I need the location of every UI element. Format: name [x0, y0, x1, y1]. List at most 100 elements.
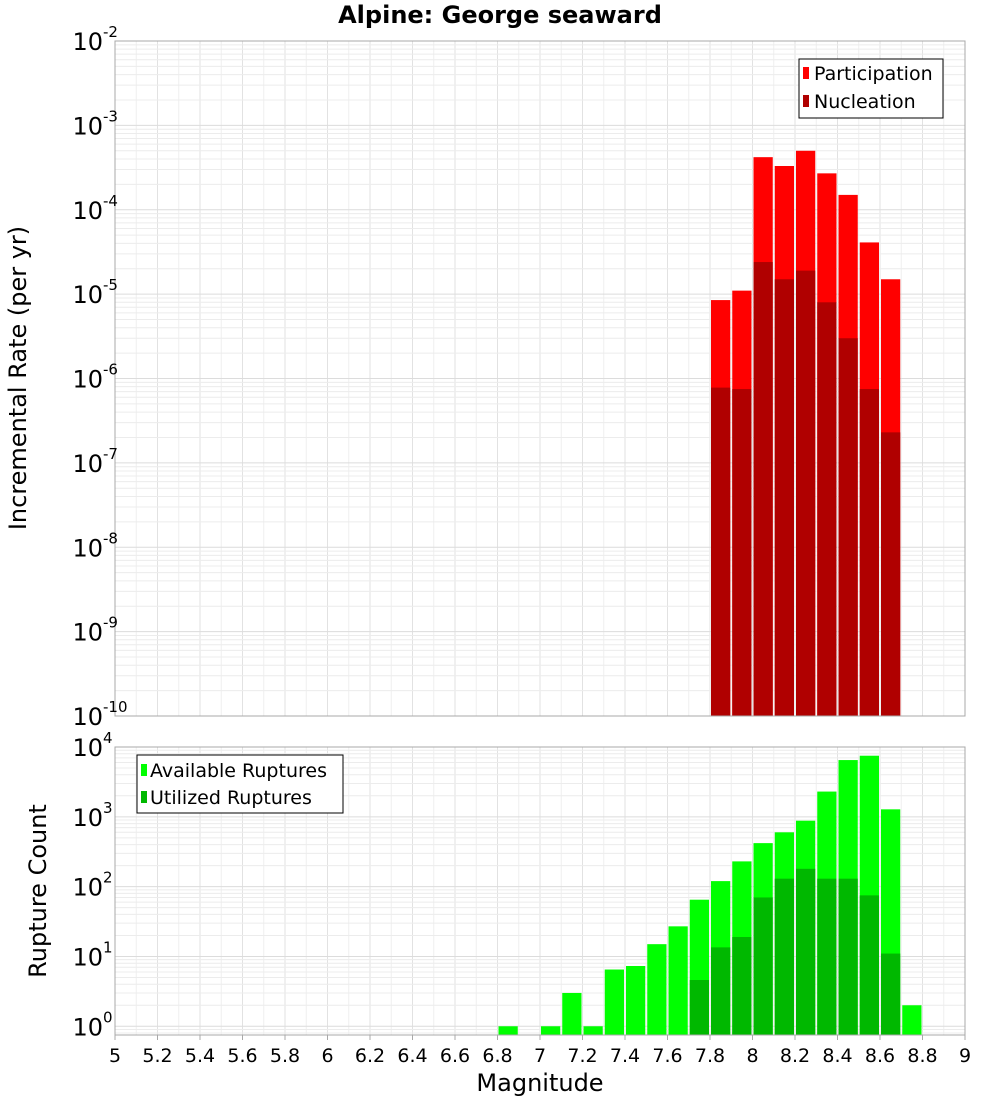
x-tick-label: 5: [109, 1045, 121, 1067]
top-legend-box: [798, 58, 944, 119]
rate-bar-secondary: [774, 279, 794, 716]
count-bar-secondary: [774, 878, 794, 1035]
top-legend: Participation Nucleation: [798, 58, 944, 119]
rate-y-tick-label: 10: [72, 366, 103, 394]
rate-y-tick-exponent: -8: [103, 529, 118, 547]
rate-y-tick-label: 10: [72, 197, 103, 225]
rate-y-tick-exponent: -2: [103, 23, 118, 41]
count-bar-secondary: [689, 980, 709, 1035]
rate-y-tick-exponent: -9: [103, 614, 118, 632]
x-tick-label: 5.8: [270, 1045, 300, 1067]
participation-legend-swatch: [803, 67, 809, 79]
count-bar-primary: [626, 966, 646, 1035]
x-tick-label: 6.4: [397, 1045, 427, 1067]
bottom-bars: [498, 755, 922, 1035]
bottom-legend: Available Ruptures Utilized Ruptures: [136, 754, 344, 814]
count-bar-primary: [541, 1026, 561, 1035]
count-y-tick-exponent: 2: [103, 869, 113, 887]
count-bar-secondary: [753, 897, 773, 1035]
chart-title: Alpine: George seaward: [338, 1, 662, 29]
rate-y-tick-label: 10: [72, 112, 103, 140]
count-y-tick-label: 10: [72, 1013, 103, 1041]
count-y-tick-label: 10: [72, 943, 103, 971]
top-plot-frame: [114, 40, 966, 717]
x-tick-label: 6.8: [482, 1045, 512, 1067]
count-y-tick-exponent: 4: [103, 729, 113, 747]
rate-y-tick-label: 10: [72, 28, 103, 56]
x-tick-label: 6.2: [355, 1045, 385, 1067]
count-y-tick-label: 10: [72, 734, 103, 762]
rate-y-tick-label: 10: [72, 619, 103, 647]
available-legend-swatch: [141, 764, 147, 776]
x-tick-label: 5.6: [227, 1045, 257, 1067]
top-grid: [114, 40, 966, 717]
bottom-y-axis-label: Rupture Count: [24, 804, 52, 978]
nucleation-legend-swatch: [803, 95, 809, 107]
count-bar-secondary: [859, 895, 879, 1035]
x-tick-label: 7.6: [652, 1045, 682, 1067]
available-legend-label: Available Ruptures: [150, 760, 327, 782]
rate-y-tick-label: 10: [72, 450, 103, 478]
count-bar-secondary: [796, 868, 816, 1035]
nucleation-legend-label: Nucleation: [814, 91, 916, 113]
x-tick-label: 6.6: [440, 1045, 470, 1067]
count-y-tick-label: 10: [72, 874, 103, 902]
rate-bar-secondary: [881, 432, 901, 716]
rate-bar-secondary: [753, 262, 773, 716]
utilized-legend-label: Utilized Ruptures: [150, 787, 312, 809]
x-tick-label: 5.4: [185, 1045, 215, 1067]
utilized-legend-swatch: [141, 791, 147, 803]
rate-bar-secondary: [732, 389, 752, 716]
x-tick-label: 8.4: [822, 1045, 852, 1067]
rate-y-tick-label: 10: [72, 534, 103, 562]
count-bar-primary: [498, 1026, 518, 1035]
rate-bar-secondary: [859, 389, 879, 716]
rate-bar-secondary: [796, 270, 816, 716]
count-bar-secondary: [838, 878, 858, 1035]
count-bar-primary: [562, 992, 582, 1035]
count-y-tick-exponent: 3: [103, 799, 113, 817]
participation-legend-label: Participation: [814, 63, 933, 85]
x-tick-label: 9: [959, 1045, 971, 1067]
x-ticks: 5 5.2 5.4 5.6 5.8 6 6.2 6.4 6.6 6.8 7 7.2 7.4 7.6 7.8 8…: [109, 1035, 971, 1067]
x-tick-label: 8.8: [907, 1045, 937, 1067]
x-tick-label: 7.8: [695, 1045, 725, 1067]
top-y-axis-label: Incremental Rate (per yr): [4, 226, 32, 530]
rate-y-tick-exponent: -7: [103, 445, 118, 463]
rate-y-tick-exponent: -5: [103, 276, 118, 294]
x-tick-label: 7: [534, 1045, 546, 1067]
x-tick-label: 8.6: [865, 1045, 895, 1067]
count-bar-primary: [668, 926, 688, 1035]
count-bar-primary: [604, 969, 624, 1035]
count-bar-secondary: [711, 947, 731, 1035]
rate-y-tick-label: 10: [72, 703, 103, 731]
top-bars: [711, 150, 901, 717]
rate-bar-secondary: [838, 338, 858, 716]
count-bar-secondary: [881, 953, 901, 1035]
x-tick-label: 8.2: [780, 1045, 810, 1067]
x-tick-label: 5.2: [142, 1045, 172, 1067]
rate-y-tick-exponent: -10: [103, 698, 128, 716]
x-tick-label: 7.2: [567, 1045, 597, 1067]
count-y-tick-label: 10: [72, 804, 103, 832]
x-tick-label: 6: [321, 1045, 333, 1067]
rate-y-tick-label: 10: [72, 281, 103, 309]
rate-y-tick-exponent: -3: [103, 107, 118, 125]
bottom-legend-box: [136, 754, 344, 814]
count-y-tick-exponent: 0: [103, 1008, 113, 1026]
count-y-tick-exponent: 1: [103, 938, 113, 956]
rate-y-tick-exponent: -4: [103, 192, 118, 210]
count-bar-primary: [902, 1005, 922, 1035]
rate-y-tick-exponent: -6: [103, 361, 118, 379]
count-bar-primary: [647, 944, 667, 1035]
count-bar-primary: [583, 1026, 603, 1035]
rate-bar-secondary: [817, 302, 837, 716]
x-axis-label: Magnitude: [476, 1069, 603, 1097]
x-tick-label: 7.4: [610, 1045, 640, 1067]
rate-bar-secondary: [711, 387, 731, 716]
